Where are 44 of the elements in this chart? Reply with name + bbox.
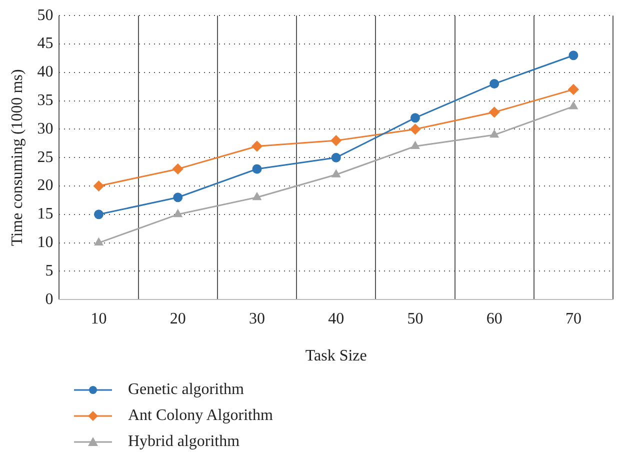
point [252, 192, 262, 200]
y-tick-label: 15 [37, 206, 54, 223]
legend-label: Hybrid algorithm [128, 433, 240, 451]
point [330, 135, 342, 146]
y-tick-label: 0 [45, 290, 54, 308]
point [331, 152, 341, 162]
legend-label: Genetic algorithm [128, 381, 244, 399]
point [252, 140, 262, 152]
x-tick-label: 60 [486, 310, 502, 328]
point [94, 210, 104, 220]
point [490, 79, 500, 89]
point [490, 130, 499, 138]
y-tick-label: 45 [37, 35, 54, 52]
point [94, 238, 103, 246]
point [174, 210, 182, 218]
point [489, 106, 500, 118]
x-tick-label: 50 [407, 310, 424, 328]
y-tick-label: 40 [37, 64, 54, 81]
point [172, 164, 184, 174]
y-tick-label: 5 [45, 262, 54, 280]
point [252, 164, 262, 174]
x-tick-label: 20 [170, 310, 186, 328]
legend-label: Ant Colony Algorithm [128, 407, 273, 425]
point [173, 192, 183, 202]
point [411, 141, 420, 149]
point [410, 113, 420, 123]
point [94, 180, 104, 192]
x-tick-label: 10 [90, 310, 107, 328]
y-axis-title: Time consuming (1000 ms) [8, 69, 26, 246]
y-tick-label: 30 [37, 120, 54, 138]
point [568, 84, 579, 95]
point [568, 50, 578, 60]
point [410, 124, 420, 134]
point [332, 170, 340, 178]
y-tick-label: 10 [37, 234, 54, 252]
y-tick-label: 20 [37, 177, 54, 194]
y-tick-label: 25 [37, 148, 54, 166]
y-tick-label: 35 [37, 92, 54, 110]
x-axis-title: Task Size [305, 348, 367, 365]
point [569, 102, 578, 110]
x-tick-label: 40 [328, 310, 344, 328]
x-tick-label: 70 [565, 310, 582, 328]
x-tick-label: 30 [248, 310, 265, 328]
y-tick-label: 50 [37, 6, 54, 24]
